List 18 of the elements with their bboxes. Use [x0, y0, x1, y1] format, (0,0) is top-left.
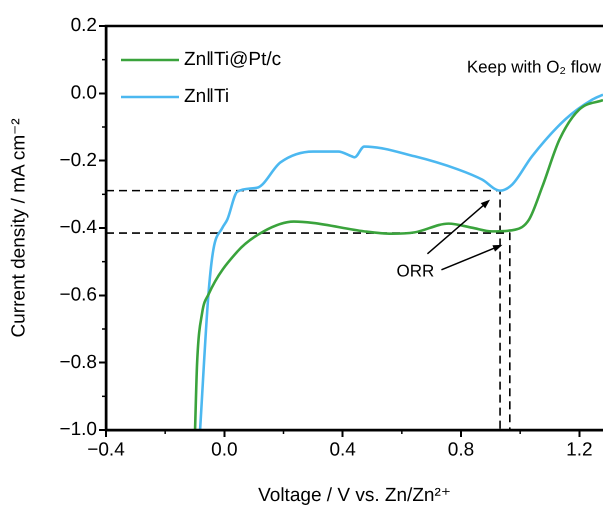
- x-tick-label: 1.2: [566, 440, 593, 461]
- annotation: ORR: [396, 262, 434, 281]
- y-tick-label: 0.2: [70, 15, 97, 36]
- annotation: Keep with O₂ flow: [466, 58, 602, 77]
- legend-label: Zn‖Ti: [184, 86, 230, 108]
- y-tick-label: 0.0: [70, 82, 97, 104]
- y-tick-label: −0.8: [59, 352, 97, 373]
- y-tick-label: −0.4: [59, 217, 98, 238]
- y-tick-label: −0.6: [59, 284, 97, 306]
- y-axis-title: Current density / mA cm⁻²: [8, 118, 30, 338]
- x-tick-label: 0.4: [329, 440, 356, 461]
- x-tick-label: 0.0: [211, 440, 238, 461]
- legend-label: Zn‖Ti@Pt/c: [184, 49, 282, 70]
- x-tick-label: 0.8: [448, 440, 474, 461]
- y-tick-label: −0.2: [59, 150, 97, 171]
- y-tick-label: −1.0: [59, 419, 97, 440]
- x-axis-title: Voltage / V vs. Zn/Zn²⁺: [258, 484, 451, 506]
- x-tick-label: −0.4: [87, 440, 126, 461]
